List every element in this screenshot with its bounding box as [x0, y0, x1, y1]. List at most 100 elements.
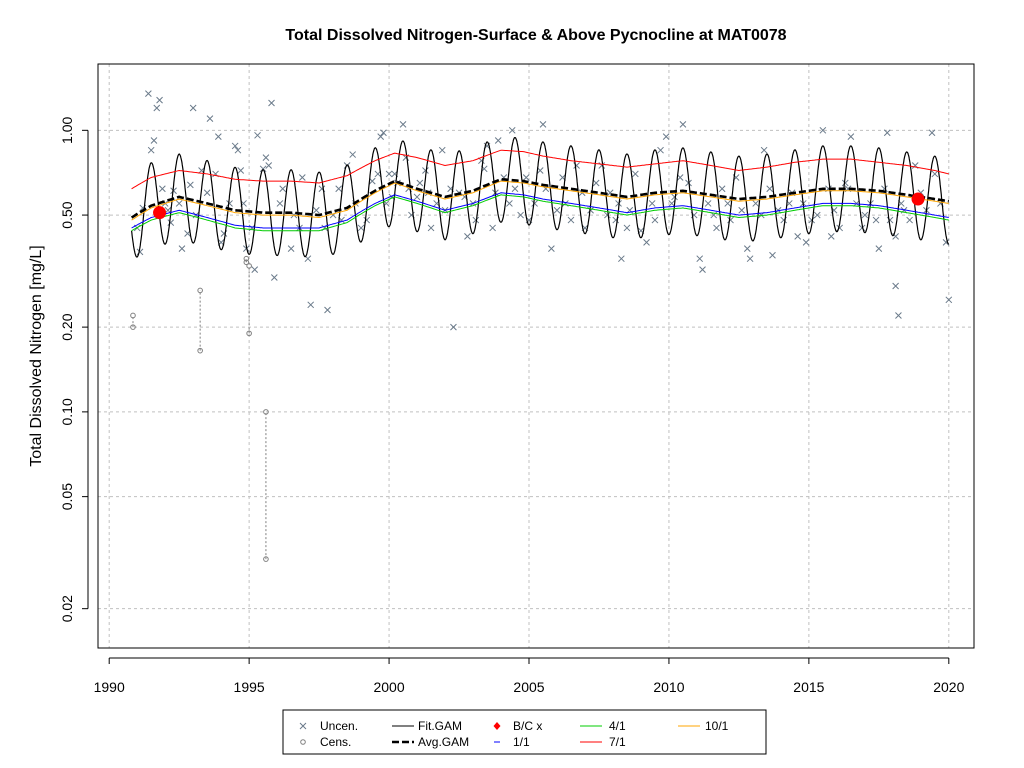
data-point	[598, 162, 606, 169]
data-point	[769, 251, 776, 259]
data-point	[892, 282, 899, 290]
data-point	[385, 170, 393, 178]
data-point	[743, 245, 751, 252]
data-point	[427, 224, 435, 232]
data-point	[548, 245, 555, 252]
data-point	[861, 211, 869, 219]
data-point	[662, 133, 670, 140]
data-point	[187, 181, 194, 189]
data-point	[226, 200, 233, 207]
data-point	[696, 255, 704, 263]
data-point	[886, 216, 894, 224]
data-point	[416, 179, 424, 187]
x-tick-label: 1995	[234, 679, 265, 695]
data-point	[808, 216, 816, 224]
data-point	[752, 200, 760, 207]
data-point	[553, 206, 561, 214]
data-point	[270, 274, 278, 281]
data-point	[450, 323, 457, 331]
data-point	[766, 185, 774, 193]
x-axis: 1990 1995 2000 2005 2010 2015 2020	[94, 657, 965, 695]
y-tick-label: 0.50	[59, 201, 75, 228]
data-point	[847, 133, 855, 140]
data-point	[312, 206, 320, 214]
censored-point	[130, 312, 136, 319]
data-point	[206, 115, 214, 123]
data-point	[237, 167, 245, 174]
data-point	[592, 179, 600, 187]
data-point	[883, 129, 891, 137]
data-point	[802, 239, 810, 246]
data-point	[942, 239, 950, 246]
data-point	[251, 266, 259, 273]
data-point	[422, 167, 429, 174]
data-point	[214, 133, 222, 140]
y-axis: 0.02 0.05 0.10 0.20 0.50 1.00	[59, 116, 89, 622]
data-point	[262, 154, 270, 161]
censored-point	[246, 263, 252, 269]
data-point	[150, 137, 158, 144]
data-point	[522, 174, 530, 181]
data-point	[643, 239, 650, 246]
data-point	[827, 233, 835, 240]
x-tick-label: 2015	[793, 679, 824, 695]
grid	[98, 64, 974, 648]
data-point	[724, 200, 732, 207]
data-point	[399, 120, 407, 128]
bc-point	[911, 192, 925, 206]
data-point	[618, 255, 625, 263]
data-point	[671, 193, 678, 201]
fit-gam-series	[131, 137, 949, 258]
legend-label: 7/1	[609, 735, 626, 749]
y-tick-label: 0.05	[59, 483, 75, 510]
legend: Uncen. Cens. Fit.GAM Avg.GAM B/C x 1/1 4/1 7/1 1…	[282, 709, 767, 755]
legend-symbol	[493, 722, 501, 730]
legend-label: B/C x	[513, 719, 542, 733]
bc-series	[153, 192, 925, 220]
line-10-1	[131, 180, 949, 221]
data-point	[357, 224, 365, 232]
data-point	[377, 133, 385, 140]
data-point	[259, 165, 267, 173]
data-point	[156, 96, 163, 104]
data-point	[298, 174, 306, 181]
data-point	[906, 216, 913, 224]
data-point	[413, 193, 421, 201]
data-point	[648, 200, 656, 207]
data-point	[307, 301, 315, 309]
censored-point	[246, 330, 252, 337]
censored-point	[197, 287, 203, 294]
data-point	[506, 200, 513, 207]
data-point	[231, 142, 239, 150]
data-point	[632, 170, 639, 178]
data-point	[573, 162, 580, 169]
data-point	[623, 224, 631, 232]
data-point	[679, 120, 687, 128]
ratio-lines	[131, 149, 949, 232]
data-point	[380, 129, 387, 137]
data-point	[324, 306, 331, 314]
data-point	[234, 146, 242, 154]
data-point	[203, 189, 211, 197]
data-point	[464, 233, 471, 240]
data-point	[858, 224, 866, 232]
y-tick-label: 0.20	[59, 313, 75, 340]
data-point	[167, 219, 175, 226]
data-point	[539, 120, 547, 128]
data-point	[760, 146, 768, 154]
legend-symbol	[300, 739, 306, 745]
data-point	[727, 216, 734, 224]
data-point	[517, 211, 524, 219]
data-point	[276, 200, 284, 207]
data-point	[175, 200, 183, 207]
x-tick-label: 1990	[94, 679, 125, 695]
chart-title: Total Dissolved Nitrogen-Surface & Above…	[285, 27, 786, 44]
data-point	[511, 185, 519, 193]
data-point	[178, 245, 186, 252]
data-point	[841, 179, 849, 187]
line-1-1	[131, 192, 949, 229]
data-point	[668, 200, 676, 207]
data-point	[349, 151, 357, 158]
x-tick-label: 2020	[933, 679, 964, 695]
legend-label: 1/1	[513, 735, 530, 749]
